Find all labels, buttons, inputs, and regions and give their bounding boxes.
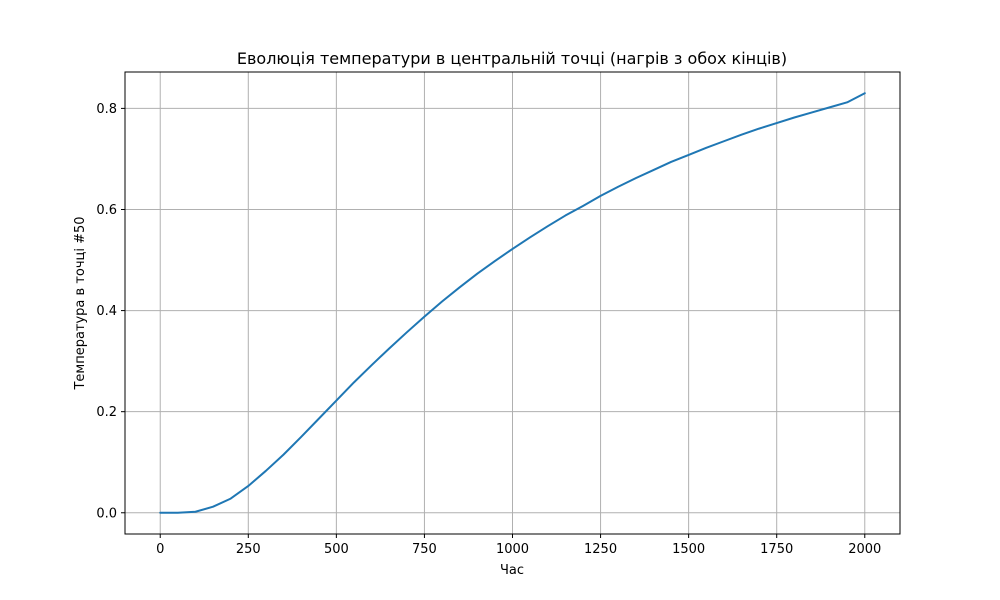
x-tick-label: 1750 bbox=[760, 542, 793, 557]
x-tick-label: 0 bbox=[156, 542, 164, 557]
x-tick-label: 1250 bbox=[584, 542, 617, 557]
x-tick-label: 250 bbox=[236, 542, 261, 557]
y-tick-label: 0.8 bbox=[96, 102, 117, 117]
x-tick-label: 1000 bbox=[496, 542, 529, 557]
x-tick-label: 2000 bbox=[848, 542, 881, 557]
ticks: 0 250 500 750 1000 1250 1500 1750 2000 0.0 0.2 0.4 0… bbox=[96, 102, 881, 557]
y-tick-label: 0.6 bbox=[96, 203, 117, 218]
grid-lines bbox=[125, 72, 900, 534]
y-tick-label: 0.4 bbox=[96, 304, 117, 319]
series-line bbox=[159, 92, 866, 514]
chart-title: Еволюція температури в центральній точці… bbox=[237, 49, 787, 68]
x-tick-label: 1500 bbox=[672, 542, 705, 557]
x-tick-label: 750 bbox=[412, 542, 437, 557]
x-axis-label: Час bbox=[500, 563, 524, 578]
y-tick-label: 0.0 bbox=[96, 506, 117, 521]
series-layer bbox=[159, 92, 866, 514]
y-tick-label: 0.2 bbox=[96, 405, 117, 420]
y-axis-label: Температура в точці #50 bbox=[73, 216, 88, 390]
x-tick-label: 500 bbox=[324, 542, 349, 557]
